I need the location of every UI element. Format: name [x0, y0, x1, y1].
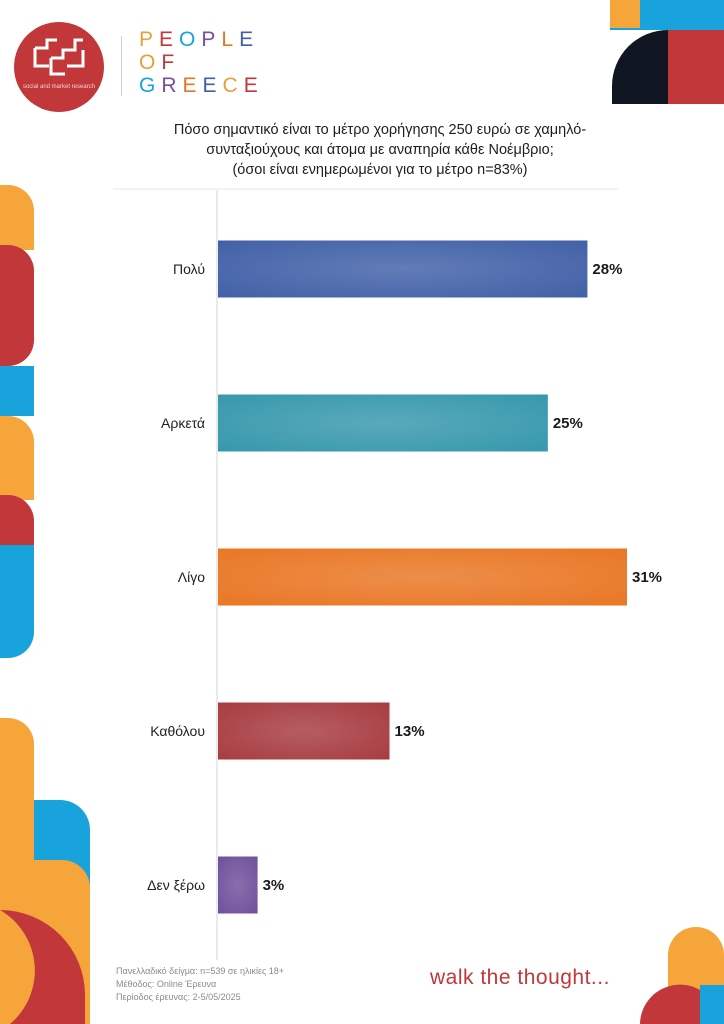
brand-letter: E	[159, 28, 180, 51]
logo-caption: social and market research	[22, 84, 96, 90]
brand-letter: F	[161, 51, 181, 74]
bar	[218, 702, 390, 760]
brand-letter: O	[179, 28, 202, 51]
category-label: Καθόλου	[150, 723, 205, 739]
bottom-right-decoration	[640, 927, 724, 1024]
brand-letter: O	[139, 51, 162, 74]
chart-title: Πόσο σημαντικό είναι το μέτρο χορήγησης …	[110, 120, 650, 180]
bar	[218, 856, 258, 914]
data-label: 3%	[263, 877, 285, 894]
logo: social and market research	[14, 22, 104, 112]
chart-title-line: συνταξιούχους και άτομα με αναπηρία κάθε…	[206, 142, 554, 158]
chart-title-line: (όσοι είναι ενημερωμένοι για το μέτρο n=…	[232, 162, 528, 178]
brand-letter: P	[201, 28, 222, 51]
logo-separator	[121, 36, 122, 96]
brand-letter: C	[222, 74, 244, 97]
category-label: Πολύ	[173, 261, 205, 277]
top-right-decoration	[610, 0, 724, 104]
bar	[218, 548, 627, 606]
data-label: 28%	[592, 261, 622, 278]
period-note: Περίοδος έρευνας: 2-5/05/2025	[116, 992, 241, 1002]
chart-title-line: Πόσο σημαντικό είναι το μέτρο χορήγησης …	[173, 122, 587, 138]
brand-letter: E	[239, 28, 260, 51]
brand-letter: G	[139, 74, 162, 97]
brand-letter: E	[202, 74, 223, 97]
category-label: Αρκετά	[161, 415, 205, 431]
brand-letter: P	[139, 28, 160, 51]
data-label: 31%	[632, 569, 662, 586]
method-note: Μέθοδος: Online Έρευνα	[116, 979, 217, 989]
methodology-notes: Πανελλαδικό δείγμα: n=539 σε ηλικίες 18+…	[116, 965, 284, 1004]
tagline: walk the thought...	[430, 966, 610, 989]
data-label: 25%	[553, 415, 583, 432]
brand-line-of: OF	[139, 51, 264, 74]
left-side-decoration	[0, 185, 90, 1024]
brand-letter: L	[221, 28, 240, 51]
brand-line-greece: GREECE	[139, 74, 264, 97]
bar	[218, 394, 548, 452]
brand-letter: R	[161, 74, 183, 97]
brand-letter: E	[243, 74, 264, 97]
brand-letter: E	[182, 74, 203, 97]
category-label: Δεν ξέρω	[147, 877, 205, 893]
bar	[218, 240, 588, 298]
brand-name: PEOPLE OF GREECE	[139, 28, 264, 97]
sample-note: Πανελλαδικό δείγμα: n=539 σε ηλικίες 18+	[116, 966, 285, 976]
category-label: Λίγο	[178, 569, 205, 585]
logo-mark-icon	[33, 38, 85, 76]
brand-line-people: PEOPLE	[139, 28, 264, 51]
data-label: 13%	[395, 723, 425, 740]
